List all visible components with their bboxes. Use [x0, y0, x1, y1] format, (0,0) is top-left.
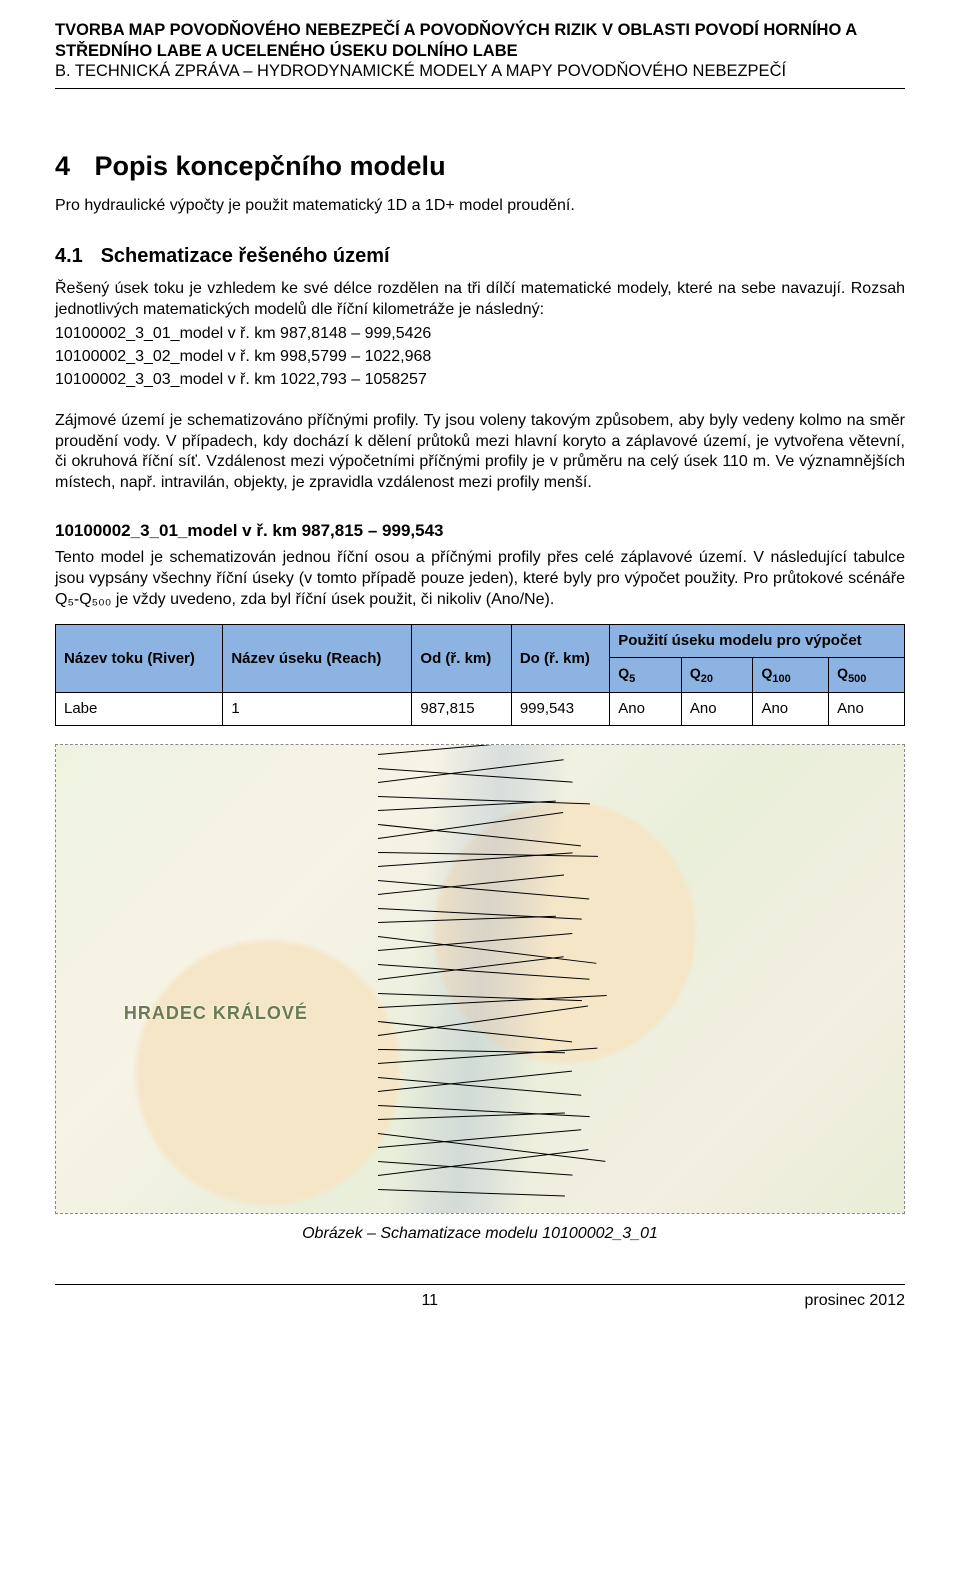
- model-detail-p: Tento model je schematizován jednou říčn…: [55, 548, 905, 610]
- page-footer: 11 prosinec 2012: [55, 1285, 905, 1312]
- col-reach: Název úseku (Reach): [223, 625, 412, 693]
- model-line-3: 10100002_3_03_model v ř. km 1022,793 – 1…: [55, 370, 905, 391]
- cell-reach: 1: [223, 693, 412, 726]
- footer-page: 11: [421, 1291, 438, 1312]
- map-figure: HRADEC KRÁLOVÉ: [55, 744, 905, 1214]
- reach-table: Název toku (River) Název úseku (Reach) O…: [55, 624, 905, 725]
- cell-to: 999,543: [511, 693, 609, 726]
- section-41-p1: Řešený úsek toku je vzhledem ke své délc…: [55, 279, 905, 321]
- section-4-heading: 4 Popis koncepčního modelu: [55, 149, 905, 184]
- col-to: Do (ř. km): [511, 625, 609, 693]
- footer-date: prosinec 2012: [804, 1291, 905, 1312]
- section-41-heading: 4.1 Schematizace řešeného území: [55, 243, 905, 269]
- cell-q5: Ano: [610, 693, 682, 726]
- section-41-title: Schematizace řešeného území: [101, 245, 390, 267]
- model-line-1: 10100002_3_01_model v ř. km 987,8148 – 9…: [55, 324, 905, 345]
- table-row: Labe 1 987,815 999,543 Ano Ano Ano Ano: [56, 693, 905, 726]
- header-rule: [55, 88, 905, 89]
- section-4-num: 4: [55, 149, 87, 184]
- col-from: Od (ř. km): [412, 625, 511, 693]
- cell-river: Labe: [56, 693, 223, 726]
- doc-header-line1: TVORBA MAP POVODŇOVÉHO NEBEZPEČÍ A POVOD…: [55, 20, 905, 61]
- cell-from: 987,815: [412, 693, 511, 726]
- doc-header: TVORBA MAP POVODŇOVÉHO NEBEZPEČÍ A POVOD…: [55, 20, 905, 82]
- cell-q20: Ano: [681, 693, 753, 726]
- model-detail-heading: 10100002_3_01_model v ř. km 987,815 – 99…: [55, 520, 905, 542]
- doc-header-line2: B. TECHNICKÁ ZPRÁVA – HYDRODYNAMICKÉ MOD…: [55, 61, 905, 82]
- col-q100: Q100: [753, 657, 829, 692]
- map-city-label: HRADEC KRÁLOVÉ: [124, 1002, 308, 1025]
- model-line-2: 10100002_3_02_model v ř. km 998,5799 – 1…: [55, 347, 905, 368]
- col-river: Název toku (River): [56, 625, 223, 693]
- col-q20: Q20: [681, 657, 753, 692]
- table-header-row-1: Název toku (River) Název úseku (Reach) O…: [56, 625, 905, 658]
- figure-caption: Obrázek – Schamatizace modelu 10100002_3…: [55, 1224, 905, 1245]
- section-41-p2: Zájmové území je schematizováno příčnými…: [55, 411, 905, 494]
- section-41-num: 4.1: [55, 243, 95, 269]
- section-4-title: Popis koncepčního modelu: [95, 151, 446, 181]
- col-q5: Q5: [610, 657, 682, 692]
- col-usage: Použití úseku modelu pro výpočet: [610, 625, 905, 658]
- cell-q100: Ano: [753, 693, 829, 726]
- col-q500: Q500: [829, 657, 905, 692]
- section-4-intro: Pro hydraulické výpočty je použit matema…: [55, 196, 905, 217]
- cell-q500: Ano: [829, 693, 905, 726]
